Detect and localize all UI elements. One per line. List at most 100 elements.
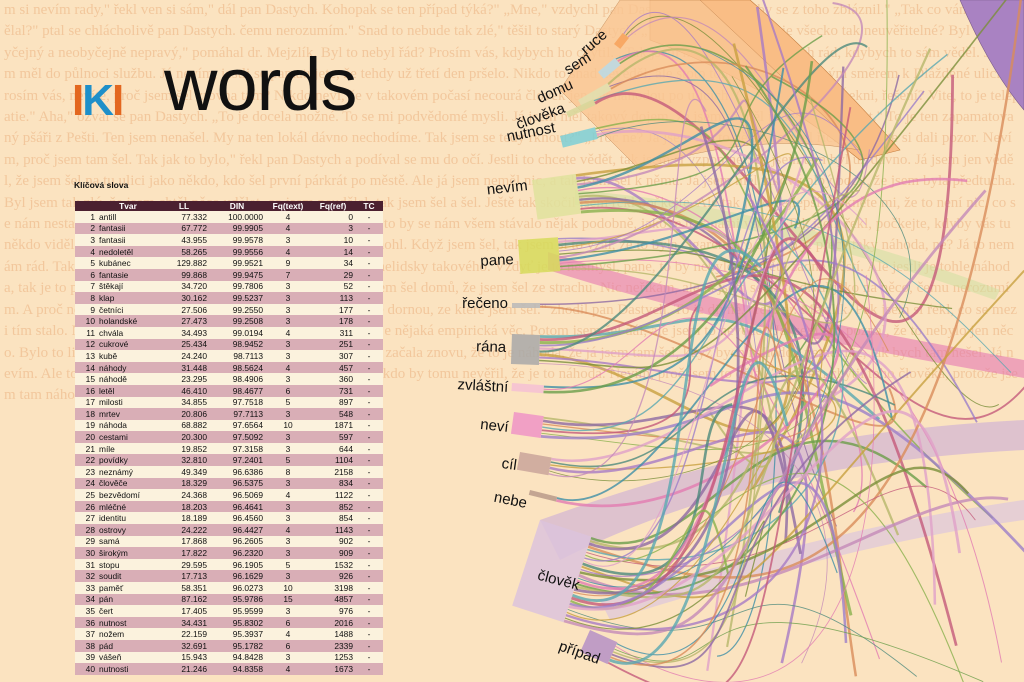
table-cell: 99.9905 [209, 222, 265, 235]
table-cell: fantasii [97, 222, 159, 235]
table-cell: 16 [75, 384, 97, 397]
table-cell: 97.7113 [209, 408, 265, 420]
table-cell: 2339 [311, 639, 355, 652]
table-cell: 3198 [311, 582, 355, 594]
table-cell: 11 [75, 326, 97, 339]
chord-line [559, 2, 863, 259]
column-header [75, 201, 97, 211]
chord-line [539, 0, 1007, 369]
table-cell: - [355, 408, 383, 420]
table-cell: 5 [265, 558, 311, 571]
table-cell: 34.720 [159, 280, 209, 293]
segment-7 [518, 237, 561, 274]
table-cell: 13 [75, 350, 97, 362]
table-cell: 3 [265, 338, 311, 351]
table-cell: - [355, 535, 383, 548]
table-cell: širokým [97, 547, 159, 559]
table-cell: 96.2605 [209, 535, 265, 548]
table-cell: 58.265 [159, 245, 209, 258]
table-row: 36 nutnost 34.431 95.8302 6 2016- [75, 616, 383, 629]
table-cell: 178 [311, 315, 355, 327]
table-row: 37 nožem 22.159 95.3937 4 1488- [75, 628, 383, 640]
table-row: 3 fantasii 43.955 99.9578 3 10- [75, 234, 383, 246]
table-cell: 99.9578 [209, 234, 265, 246]
table-cell: 4 [265, 211, 311, 223]
table-cell: 97.5092 [209, 431, 265, 443]
table-cell: cukrové [97, 338, 159, 351]
column-header: TC [355, 201, 383, 211]
word-label: cíl [501, 455, 518, 474]
table-cell: 97.2401 [209, 454, 265, 467]
table-cell: mléčné [97, 500, 159, 513]
table-cell: 99.0194 [209, 326, 265, 339]
table-cell: 113 [311, 292, 355, 304]
table-cell: 94.8358 [209, 663, 265, 675]
chord-line [573, 126, 740, 595]
table-cell: - [355, 558, 383, 571]
chord-line [611, 371, 912, 669]
table-cell: - [355, 245, 383, 258]
chord-line [558, 112, 866, 252]
table-cell: 909 [311, 547, 355, 559]
table-cell: 9 [75, 303, 97, 316]
table-row: 27 identitu 18.189 96.4560 3 854- [75, 512, 383, 525]
table-cell: - [355, 280, 383, 293]
chord-line [556, 284, 894, 502]
table-cell: 17.713 [159, 570, 209, 582]
table-cell: 32.810 [159, 454, 209, 467]
chord-line [589, 366, 900, 550]
table-cell: 3 [265, 512, 311, 525]
table-cell: 49.349 [159, 466, 209, 478]
table-cell: 4 [265, 222, 311, 235]
table-row: 35 čert 17.405 95.9599 3 976- [75, 605, 383, 617]
table-cell: 3 [265, 547, 311, 559]
table-cell: - [355, 268, 383, 281]
chord-line [578, 34, 823, 195]
table-cell: 3 [75, 234, 97, 246]
word-label: nutnost [505, 119, 557, 145]
table-cell: 21 [75, 442, 97, 455]
table-cell: čert [97, 605, 159, 617]
column-header: DIN [209, 201, 265, 211]
table-cell: kubě [97, 350, 159, 362]
table-cell: kubánec [97, 257, 159, 269]
table-cell: antill [97, 211, 159, 223]
table-cell: - [355, 500, 383, 513]
table-cell: 7 [75, 280, 97, 293]
segment-3 [578, 83, 612, 107]
table-cell: 457 [311, 361, 355, 374]
table-cell: 0 [311, 211, 355, 223]
table-row: 9 četníci 27.506 99.2550 3 177- [75, 303, 383, 316]
table-cell: 96.1629 [209, 570, 265, 582]
table-row: 28 ostrovy 24.222 96.4427 4 1143- [75, 524, 383, 536]
table-cell: 33 [75, 582, 97, 594]
table-cell: 2 [75, 222, 97, 235]
table-cell: 1488 [311, 628, 355, 640]
chord-line [585, 472, 964, 682]
table-cell: 4 [265, 663, 311, 675]
table-row: 31 stopu 29.595 96.1905 5 1532- [75, 558, 383, 571]
table-row: 21 míle 19.852 97.3158 3 644- [75, 442, 383, 455]
segment-14 [512, 520, 592, 623]
chord-line [608, 361, 789, 665]
table-cell: 3 [265, 431, 311, 443]
table-cell: 3 [265, 651, 311, 664]
table-cell: 731 [311, 384, 355, 397]
table-cell: 23.295 [159, 373, 209, 385]
table-cell: 311 [311, 326, 355, 339]
table-cell: - [355, 454, 383, 467]
table-cell: 17.822 [159, 547, 209, 559]
table-cell: holandské [97, 315, 159, 327]
table-cell: 3 [265, 605, 311, 617]
table-cell: 97.3158 [209, 442, 265, 455]
chord-line [541, 0, 888, 451]
table-cell: 548 [311, 408, 355, 420]
table-cell: 26 [75, 500, 97, 513]
segment-8 [512, 303, 540, 308]
table-cell: 99.2508 [209, 315, 265, 327]
table-cell: 3 [265, 234, 311, 246]
table-cell: cestami [97, 431, 159, 443]
table-cell: 19 [75, 419, 97, 432]
table-cell: 17.405 [159, 605, 209, 617]
table-cell: 96.2320 [209, 547, 265, 559]
